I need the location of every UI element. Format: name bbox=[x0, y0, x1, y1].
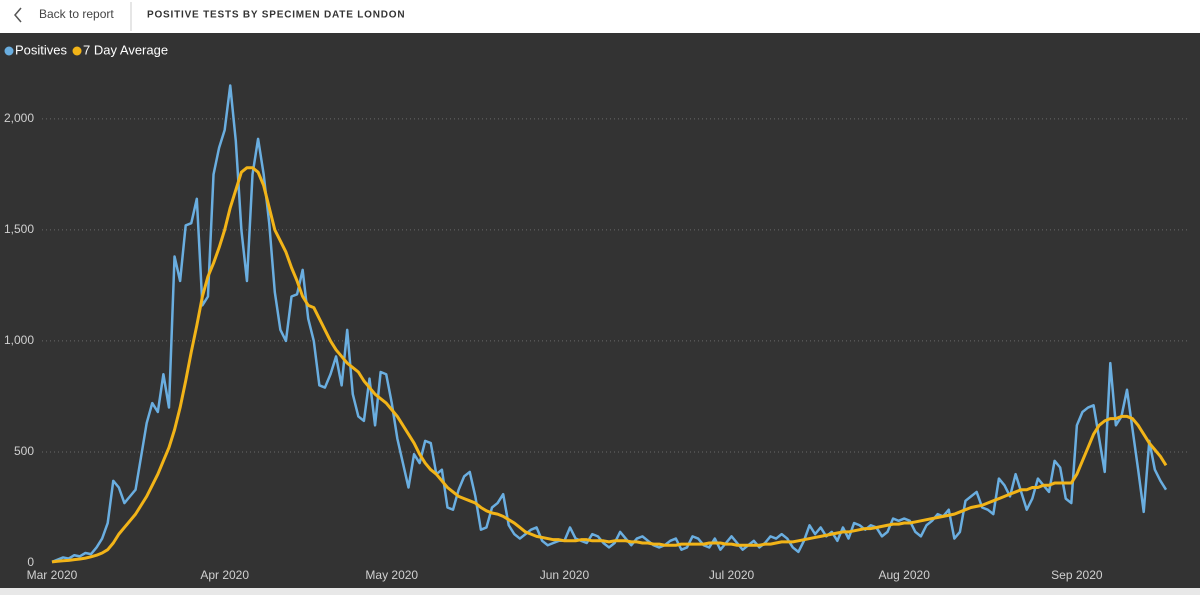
footer-strip bbox=[0, 588, 1200, 595]
series-line bbox=[51, 84, 1168, 564]
header-bar bbox=[0, 0, 1200, 33]
back-link[interactable]: Back to report bbox=[39, 7, 114, 21]
x-tick-label: Apr 2020 bbox=[200, 568, 249, 582]
x-tick-label: Jun 2020 bbox=[540, 568, 590, 582]
back-icon[interactable] bbox=[14, 7, 22, 23]
y-tick-label: 2,000 bbox=[4, 111, 34, 125]
y-tick-label: 0 bbox=[27, 555, 34, 569]
series-line bbox=[51, 166, 1168, 564]
x-tick-label: Aug 2020 bbox=[879, 568, 931, 582]
legend-swatch bbox=[72, 46, 82, 56]
y-tick-label: 1,500 bbox=[4, 222, 34, 236]
chart-area bbox=[0, 33, 1200, 588]
chart-title: POSITIVE TESTS BY SPECIMEN DATE LONDON bbox=[147, 10, 405, 21]
x-tick-label: Sep 2020 bbox=[1051, 568, 1103, 582]
y-tick-label: 1,000 bbox=[4, 333, 34, 347]
x-tick-label: Jul 2020 bbox=[709, 568, 755, 582]
legend-label: Positives bbox=[15, 42, 68, 57]
legend-label: 7 Day Average bbox=[83, 42, 168, 57]
x-tick-label: Mar 2020 bbox=[27, 568, 78, 582]
legend: Positives 7 Day Average bbox=[4, 42, 168, 57]
y-tick-label: 500 bbox=[14, 444, 34, 458]
legend-swatch bbox=[4, 46, 14, 56]
x-tick-label: May 2020 bbox=[365, 568, 418, 582]
